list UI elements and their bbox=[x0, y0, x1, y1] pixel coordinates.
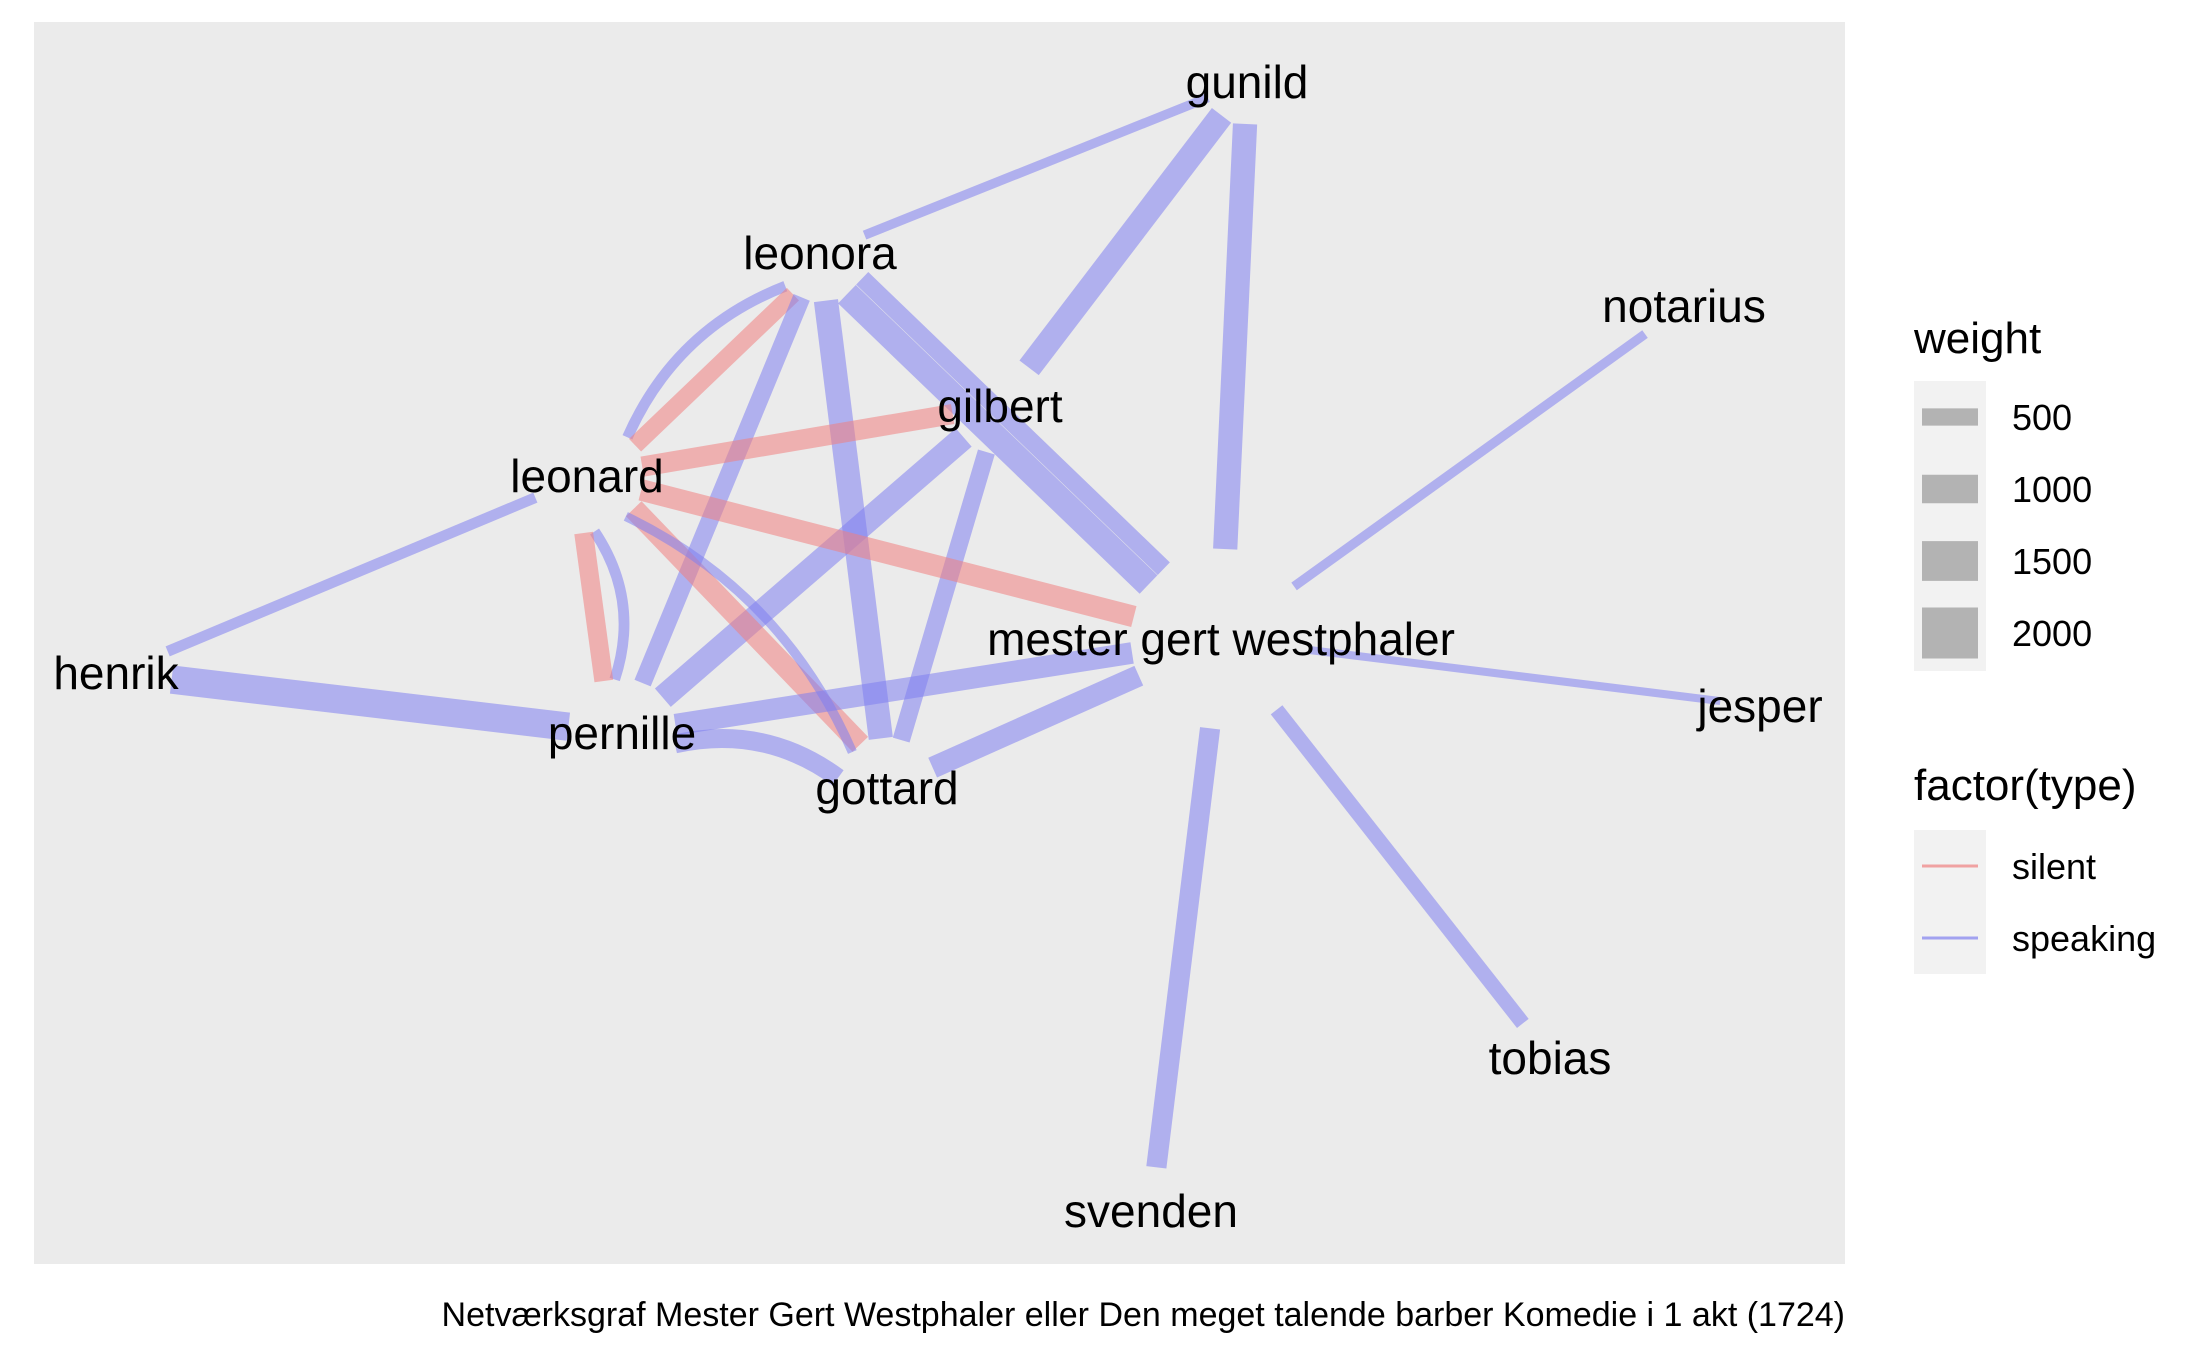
node-label-henrik: henrik bbox=[53, 647, 179, 699]
legend-weight: weight 500 1000 1500 2000 bbox=[1913, 314, 2092, 671]
legend-weight-key-1000 bbox=[1922, 474, 1978, 504]
legend-type-key-bg bbox=[1914, 830, 1986, 974]
edge-leonard-leonora-silent bbox=[629, 287, 799, 452]
legend-type-title: factor(type) bbox=[1914, 761, 2137, 810]
node-label-mester: mester gert westphaler bbox=[987, 613, 1455, 665]
edge-pernille-mester-speaking bbox=[673, 642, 1134, 736]
edge-leonard-gilbert-silent bbox=[640, 404, 955, 477]
legend-weight-title: weight bbox=[1913, 314, 2041, 363]
edge-pernille-gottard-speaking bbox=[672, 729, 844, 786]
edge-henrik-pernille-speaking bbox=[169, 665, 571, 741]
edge-gottard-mester-speaking bbox=[928, 665, 1144, 778]
edge-mester-leonora-speaking bbox=[856, 272, 1170, 575]
edge-leonard-mester-silent bbox=[638, 479, 1137, 628]
edge-pernille-leonora-speaking bbox=[634, 294, 810, 687]
edge-leonard-pernille-silent bbox=[574, 531, 614, 683]
edge-leonard-leonora-speaking bbox=[622, 281, 788, 440]
edge-mester-jesper-speaking bbox=[1309, 646, 1721, 706]
edge-pernille-gilbert-speaking bbox=[654, 428, 972, 707]
plot-panel bbox=[34, 22, 1845, 1264]
edge-leonard-pernille-speaking bbox=[590, 528, 630, 682]
legend-type-label-silent: silent bbox=[2012, 846, 2096, 887]
node-label-leonora: leonora bbox=[743, 227, 897, 279]
node-label-jesper: jesper bbox=[1695, 680, 1822, 732]
node-label-svenden: svenden bbox=[1064, 1185, 1238, 1237]
legend-weight-key-500 bbox=[1922, 408, 1978, 426]
edge-notarius-mester-speaking bbox=[1291, 330, 1648, 591]
legend-weight-label-500: 500 bbox=[2012, 397, 2072, 438]
node-label-gilbert: gilbert bbox=[937, 380, 1063, 432]
legend-weight-label-2000: 2000 bbox=[2012, 613, 2092, 654]
legend-weight-key-2000 bbox=[1922, 607, 1978, 659]
edge-layer bbox=[165, 93, 1721, 1169]
node-label-leonard: leonard bbox=[510, 450, 663, 502]
legend-type-label-speaking: speaking bbox=[2012, 918, 2156, 959]
node-label-layer: gunild leonora notarius gilbert leonard meste… bbox=[53, 56, 1822, 1237]
caption: Netværksgraf Mester Gert Westphaler elle… bbox=[442, 1296, 1845, 1334]
edge-leonora-gunild-speaking bbox=[862, 93, 1210, 240]
edge-mester-svenden-speaking bbox=[1146, 727, 1221, 1169]
legend-weight-key-1500 bbox=[1922, 541, 1978, 581]
legend-weight-label-1000: 1000 bbox=[2012, 469, 2092, 510]
edge-mester-gunild-speaking bbox=[1213, 123, 1258, 550]
node-label-gottard: gottard bbox=[815, 762, 958, 814]
node-label-tobias: tobias bbox=[1489, 1032, 1612, 1084]
node-label-pernille: pernille bbox=[548, 707, 696, 759]
edge-leonard-gottard-speaking bbox=[623, 512, 857, 754]
node-label-gunild: gunild bbox=[1186, 56, 1309, 108]
edge-mester-leonora-speaking bbox=[838, 284, 1158, 594]
edge-gilbert-gunild-speaking bbox=[1019, 108, 1232, 376]
edge-mester-tobias-speaking bbox=[1270, 705, 1529, 1028]
legend-weight-label-1500: 1500 bbox=[2012, 541, 2092, 582]
edge-henrik-leonard-speaking bbox=[165, 492, 538, 657]
legend-type: factor(type) silent speaking bbox=[1914, 761, 2156, 974]
node-label-notarius: notarius bbox=[1602, 280, 1766, 332]
